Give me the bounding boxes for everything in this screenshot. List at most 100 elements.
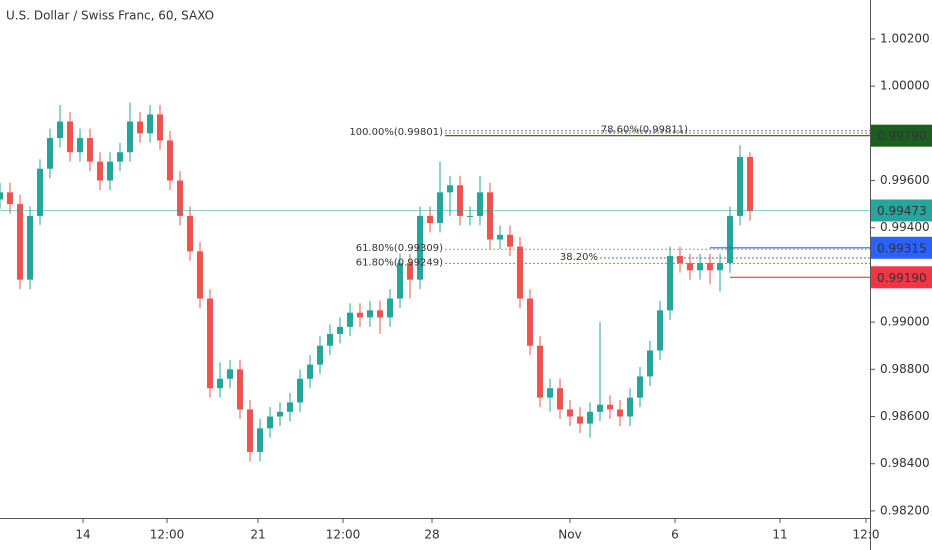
- candle-body: [517, 246, 523, 299]
- candle-body: [487, 192, 493, 240]
- candle-body: [687, 263, 693, 271]
- candle-body: [387, 298, 393, 318]
- candle-body: [577, 416, 583, 424]
- candle-body: [597, 404, 603, 412]
- candle-body: [537, 345, 543, 398]
- candle-body: [297, 378, 303, 403]
- candle-body: [417, 215, 423, 280]
- candle-body: [587, 411, 593, 424]
- candle-body: [247, 409, 253, 452]
- candle-body: [447, 185, 453, 193]
- candle-body: [407, 263, 413, 280]
- candle-body: [327, 333, 333, 346]
- candle-body: [127, 121, 133, 153]
- candle-body: [37, 168, 43, 216]
- candle-body: [57, 121, 63, 139]
- candle-body: [727, 215, 733, 264]
- candle-body: [457, 185, 463, 216]
- candle-body: [207, 298, 213, 389]
- candle-body: [697, 263, 703, 271]
- x-tick-label: 28: [424, 528, 439, 542]
- price-label-bg: [871, 199, 932, 222]
- y-tick-label: 0.98600: [880, 409, 930, 423]
- candle-body: [157, 114, 163, 141]
- x-tick-label: 11: [772, 528, 787, 542]
- candle-body: [27, 215, 33, 280]
- candle-body: [307, 364, 313, 379]
- x-tick-label: 14: [75, 528, 90, 542]
- candle-body: [277, 411, 283, 417]
- candle-body: [607, 404, 613, 410]
- candle-body: [77, 138, 83, 153]
- fib-label: 61.80%(0.99249): [356, 257, 443, 268]
- candle-body: [217, 378, 223, 389]
- candle-body: [527, 298, 533, 346]
- candle-body: [367, 310, 373, 318]
- candle-body: [707, 263, 713, 271]
- candle-body: [117, 152, 123, 162]
- fib-label: 61.80%(0.99309): [356, 243, 443, 254]
- price-label: 0.99190: [877, 271, 927, 285]
- candle-body: [7, 192, 13, 205]
- y-tick-label: 0.99400: [880, 220, 930, 234]
- price-label-bg: [871, 236, 932, 259]
- candle-body: [147, 114, 153, 134]
- candle-body: [197, 251, 203, 299]
- candle-body: [567, 409, 573, 417]
- candle-body: [467, 215, 473, 217]
- y-tick-label: 1.00000: [880, 79, 930, 93]
- candle-body: [647, 350, 653, 377]
- candle-body: [547, 388, 553, 398]
- y-tick-label: 0.98200: [880, 503, 930, 517]
- candle-body: [657, 310, 663, 351]
- candle-body: [437, 192, 443, 224]
- candle-body: [317, 345, 323, 365]
- candle-body: [257, 428, 263, 452]
- candle-body: [717, 263, 723, 271]
- x-tick-label: 6: [671, 528, 679, 542]
- x-tick-label: 12:00: [326, 528, 361, 542]
- candle-body: [187, 215, 193, 252]
- candle-body: [497, 234, 503, 240]
- candle-body: [427, 215, 433, 224]
- candle-body: [747, 156, 753, 212]
- candle-body: [67, 121, 73, 153]
- candle-body: [557, 388, 563, 410]
- candle-body: [347, 312, 353, 327]
- candle-body: [477, 192, 483, 216]
- price-label: 0.99790: [877, 129, 927, 143]
- candle-body: [507, 234, 513, 247]
- price-label-bg: [871, 266, 932, 289]
- plot-area: [0, 102, 870, 462]
- y-tick-label: 0.98400: [880, 456, 930, 470]
- candle-body: [617, 409, 623, 417]
- candle-body: [677, 256, 683, 264]
- candle-body: [397, 263, 403, 299]
- candle-body: [627, 397, 633, 417]
- chart-title: U.S. Dollar / Swiss Franc, 60, SAXO: [6, 9, 214, 23]
- x-tick-label: 12:0: [853, 528, 880, 542]
- fib-label: 38.20%: [560, 252, 598, 263]
- candle-body: [97, 161, 103, 181]
- candle-body: [227, 369, 233, 379]
- y-tick-label: 1.00200: [880, 31, 930, 45]
- candle-body: [637, 376, 643, 398]
- candle-body: [237, 369, 243, 410]
- candle-body: [177, 180, 183, 216]
- price-label-bg: [871, 124, 932, 147]
- y-tick-label: 0.99000: [880, 315, 930, 329]
- candle-body: [107, 161, 113, 181]
- candle-body: [737, 156, 743, 216]
- candle-body: [87, 138, 93, 162]
- candle-body: [167, 140, 173, 181]
- candle-body: [287, 402, 293, 412]
- price-label: 0.99473: [877, 204, 927, 218]
- candle-body: [377, 310, 383, 318]
- candle-body: [0, 192, 3, 200]
- candle-body: [357, 312, 363, 318]
- y-tick-label: 0.98800: [880, 362, 930, 376]
- candle-body: [667, 256, 673, 311]
